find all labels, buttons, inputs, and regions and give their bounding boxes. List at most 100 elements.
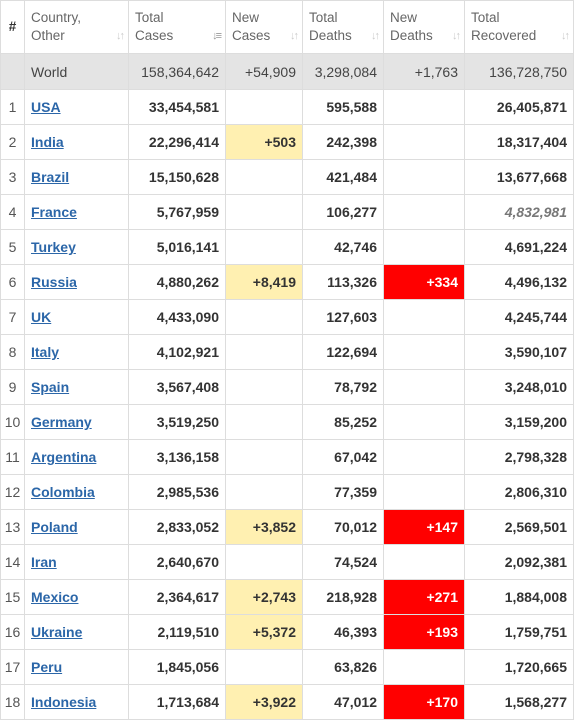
total-deaths-cell: 113,326 <box>302 264 384 300</box>
header-total-recovered[interactable]: Total Recovered ↓↑ <box>464 0 574 54</box>
country-link[interactable]: Spain <box>31 379 70 395</box>
total-deaths-cell: 63,826 <box>302 649 384 685</box>
table-row: 11 Argentina 3,136,158 67,042 2,798,328 <box>0 439 574 475</box>
country-link[interactable]: Germany <box>31 414 92 430</box>
new-cases-cell <box>225 404 303 440</box>
total-recovered-cell: 3,590,107 <box>464 334 574 370</box>
header-new-cases[interactable]: New Cases ↓↑ <box>225 0 303 54</box>
new-cases-cell <box>225 334 303 370</box>
total-recovered-cell: 4,496,132 <box>464 264 574 300</box>
total-deaths-cell: 67,042 <box>302 439 384 475</box>
row-index: 17 <box>0 649 25 685</box>
country-cell: France <box>24 194 129 230</box>
sort-arrows-icon[interactable]: ↓↑ <box>290 30 299 42</box>
total-cases-cell: 4,433,090 <box>128 299 226 335</box>
total-recovered-cell: 13,677,668 <box>464 159 574 195</box>
table-row: 4 France 5,767,959 106,277 4,832,981 <box>0 194 574 230</box>
country-link[interactable]: Turkey <box>31 239 76 255</box>
total-recovered-cell: 2,092,381 <box>464 544 574 580</box>
country-cell: Italy <box>24 334 129 370</box>
country-link[interactable]: Italy <box>31 344 60 360</box>
row-index: 3 <box>0 159 25 195</box>
total-recovered-cell: 1,884,008 <box>464 579 574 615</box>
sort-arrows-icon[interactable]: ↓↑ <box>561 30 570 42</box>
country-link[interactable]: Poland <box>31 519 78 535</box>
new-cases-cell <box>225 649 303 685</box>
world-total-deaths: 3,298,084 <box>302 53 384 90</box>
new-cases-cell <box>225 194 303 230</box>
total-cases-cell: 2,119,510 <box>128 614 226 650</box>
sort-arrows-icon[interactable]: ↓↑ <box>116 30 125 42</box>
country-link[interactable]: Russia <box>31 274 77 290</box>
new-cases-cell <box>225 229 303 265</box>
header-total-deaths[interactable]: Total Deaths ↓↑ <box>302 0 384 54</box>
new-cases-cell <box>225 159 303 195</box>
total-cases-cell: 22,296,414 <box>128 124 226 160</box>
country-cell: USA <box>24 89 129 125</box>
sort-desc-active-icon[interactable]: ↓≡ <box>212 30 222 42</box>
total-cases-cell: 1,713,684 <box>128 684 226 720</box>
total-cases-cell: 2,640,670 <box>128 544 226 580</box>
country-cell: Peru <box>24 649 129 685</box>
header-index[interactable]: # <box>0 0 25 54</box>
country-link[interactable]: Brazil <box>31 169 70 185</box>
header-total-cases[interactable]: Total Cases ↓≡ <box>128 0 226 54</box>
country-cell: Iran <box>24 544 129 580</box>
total-deaths-cell: 595,588 <box>302 89 384 125</box>
header-country[interactable]: Country, Other ↓↑ <box>24 0 129 54</box>
country-link[interactable]: Peru <box>31 659 63 675</box>
total-deaths-cell: 106,277 <box>302 194 384 230</box>
total-cases-cell: 3,136,158 <box>128 439 226 475</box>
row-index: 6 <box>0 264 25 300</box>
new-cases-cell: +503 <box>225 124 303 160</box>
row-index: 18 <box>0 684 25 720</box>
total-recovered-cell: 1,568,277 <box>464 684 574 720</box>
country-link[interactable]: Ukraine <box>31 624 83 640</box>
country-cell: Brazil <box>24 159 129 195</box>
country-cell: UK <box>24 299 129 335</box>
new-deaths-cell <box>383 544 465 580</box>
world-total-row: World 158,364,642 +54,909 3,298,084 +1,7… <box>0 53 574 90</box>
new-deaths-cell: +147 <box>383 509 465 545</box>
row-index: 2 <box>0 124 25 160</box>
total-deaths-cell: 70,012 <box>302 509 384 545</box>
total-cases-cell: 2,985,536 <box>128 474 226 510</box>
total-recovered-cell: 2,798,328 <box>464 439 574 475</box>
country-link[interactable]: Indonesia <box>31 694 97 710</box>
country-cell: Poland <box>24 509 129 545</box>
total-deaths-cell: 77,359 <box>302 474 384 510</box>
new-deaths-cell <box>383 299 465 335</box>
total-cases-cell: 3,519,250 <box>128 404 226 440</box>
country-link[interactable]: UK <box>31 309 52 325</box>
row-index: 12 <box>0 474 25 510</box>
new-cases-cell: +3,922 <box>225 684 303 720</box>
row-index: 8 <box>0 334 25 370</box>
new-deaths-cell <box>383 474 465 510</box>
new-cases-cell <box>225 369 303 405</box>
country-link[interactable]: Colombia <box>31 484 95 500</box>
country-cell: Germany <box>24 404 129 440</box>
total-recovered-cell: 3,159,200 <box>464 404 574 440</box>
total-recovered-cell: 2,806,310 <box>464 474 574 510</box>
new-deaths-cell <box>383 159 465 195</box>
new-cases-cell <box>225 89 303 125</box>
new-cases-cell: +5,372 <box>225 614 303 650</box>
country-link[interactable]: USA <box>31 99 61 115</box>
new-deaths-cell: +271 <box>383 579 465 615</box>
header-new-deaths[interactable]: New Deaths ↓↑ <box>383 0 465 54</box>
row-index: 14 <box>0 544 25 580</box>
table-row: 6 Russia 4,880,262 +8,419 113,326 +334 4,496,1… <box>0 264 574 300</box>
total-recovered-cell: 4,832,981 <box>464 194 574 230</box>
new-cases-cell <box>225 544 303 580</box>
row-index: 10 <box>0 404 25 440</box>
country-link[interactable]: France <box>31 204 77 220</box>
total-deaths-cell: 85,252 <box>302 404 384 440</box>
country-link[interactable]: India <box>31 134 64 150</box>
country-link[interactable]: Argentina <box>31 449 97 465</box>
sort-arrows-icon[interactable]: ↓↑ <box>452 30 461 42</box>
country-link[interactable]: Iran <box>31 554 57 570</box>
total-deaths-cell: 42,746 <box>302 229 384 265</box>
sort-arrows-icon[interactable]: ↓↑ <box>371 30 380 42</box>
country-link[interactable]: Mexico <box>31 589 79 605</box>
